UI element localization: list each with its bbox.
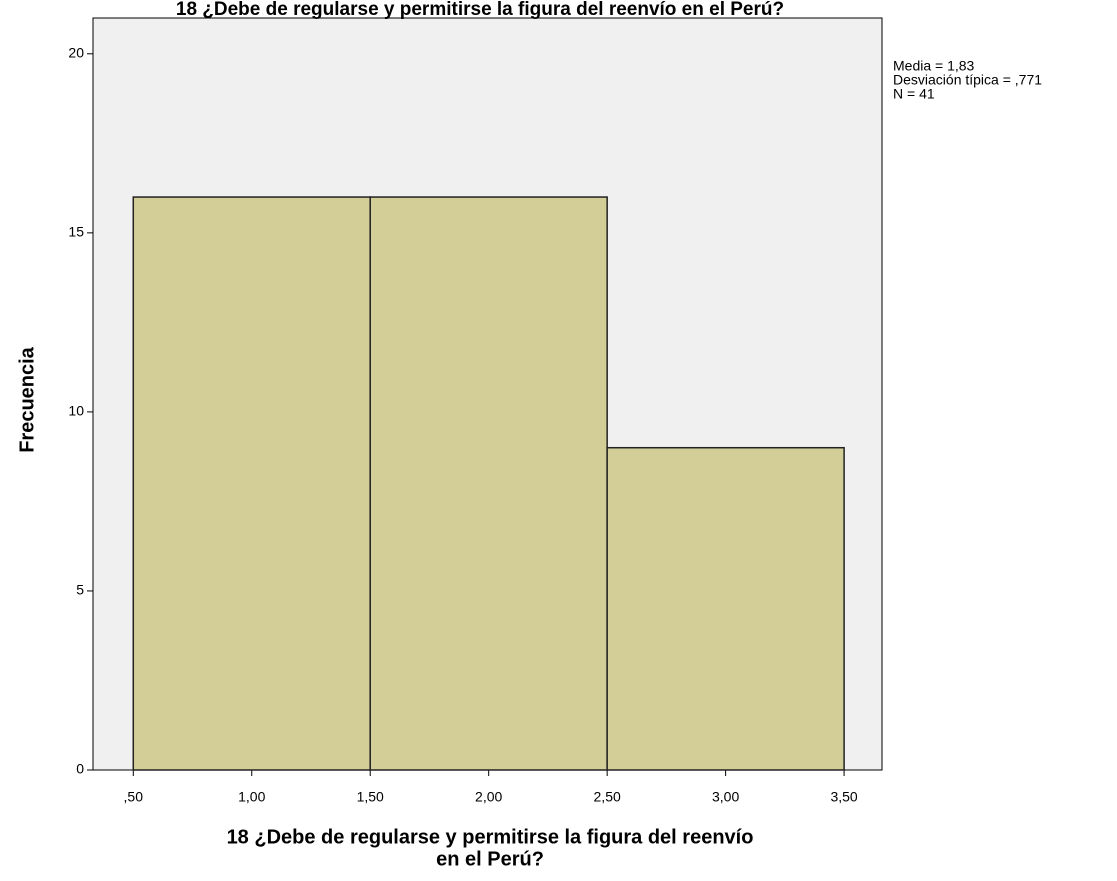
annotation: N = 41 — [893, 86, 935, 102]
y-tick-label: 20 — [68, 45, 84, 61]
x-tick-label: ,50 — [124, 789, 144, 805]
x-tick-label: 2,00 — [475, 789, 502, 805]
y-tick-label: 15 — [68, 224, 84, 240]
y-tick-label: 5 — [76, 582, 84, 598]
y-axis-label: Frecuencia — [16, 346, 38, 452]
x-tick-label: 3,50 — [830, 789, 857, 805]
annotation: Desviación típica = ,771 — [893, 72, 1042, 88]
y-tick-label: 0 — [76, 761, 84, 777]
x-tick-label: 2,50 — [594, 789, 621, 805]
x-tick-label: 1,00 — [238, 789, 265, 805]
chart-title: 18 ¿Debe de regularse y permitirse la fi… — [176, 0, 784, 20]
bar — [369, 196, 608, 771]
annotation: Media = 1,83 — [893, 58, 975, 74]
bar — [132, 196, 371, 771]
x-axis-label: en el Perú? — [436, 848, 544, 870]
y-tick-label: 10 — [68, 403, 84, 419]
bar — [606, 446, 845, 771]
x-tick-label: 1,50 — [357, 789, 384, 805]
x-axis-label: 18 ¿Debe de regularse y permitirse la fi… — [227, 826, 754, 848]
x-tick-label: 3,00 — [712, 789, 739, 805]
